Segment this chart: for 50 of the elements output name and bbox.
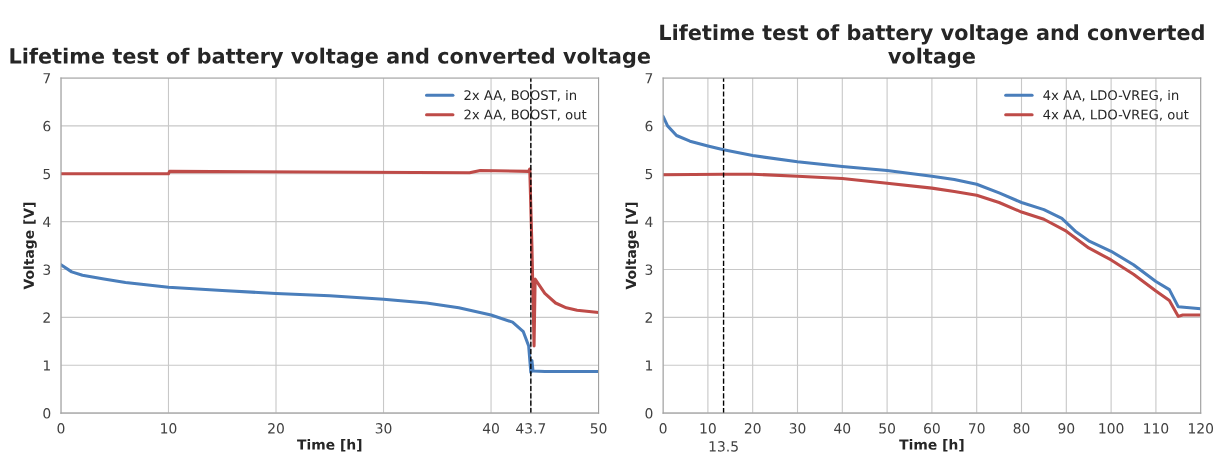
- y-tick-label: 4: [645, 216, 653, 227]
- x-tick-label: 120: [1188, 423, 1214, 434]
- legend-label: 2x AA, BOOST, in: [464, 89, 576, 102]
- x-tick-label: 60: [924, 423, 940, 434]
- line-series: [60, 167, 599, 348]
- x-axis-title: Time [h]: [899, 439, 964, 452]
- x-tick-label: 80: [1013, 423, 1030, 434]
- x-tick-label: 10: [161, 423, 177, 434]
- x-tick-label: 20: [744, 423, 761, 434]
- legend-label: 4x AA, LDO-VREG, out: [1043, 109, 1189, 121]
- x-tick-label: 50: [879, 423, 896, 434]
- y-tick-label: 0: [43, 408, 51, 419]
- y-tick-label: 3: [645, 264, 653, 275]
- x-tick-label: 30: [789, 423, 806, 434]
- ref-line-label: 13.5: [709, 441, 738, 452]
- x-tick-label: 90: [1058, 423, 1075, 434]
- y-tick-label: 3: [43, 264, 51, 275]
- x-tick-label: 110: [1144, 423, 1169, 434]
- x-tick-label: 10: [700, 423, 716, 434]
- chart-title: Lifetime test of battery voltage and converted voltage: [660, 24, 1204, 68]
- y-tick-label: 7: [645, 73, 653, 84]
- legend-label: 2x AA, BOOST, out: [464, 109, 587, 121]
- x-tick-label: 40: [482, 423, 499, 434]
- y-tick-label: 0: [645, 408, 653, 419]
- chart-title: Lifetime test of battery voltage and converted voltage: [10, 47, 650, 68]
- x-tick-label: 40: [834, 423, 851, 434]
- y-tick-label: 5: [43, 168, 51, 180]
- y-tick-label: 7: [43, 73, 51, 84]
- x-tick-label: 0: [57, 423, 65, 434]
- y-tick-label: 5: [645, 168, 653, 180]
- y-tick-label: 6: [43, 120, 51, 132]
- y-tick-label: 6: [645, 120, 653, 132]
- x-tick-label: 0: [659, 423, 667, 434]
- line-series: [60, 263, 599, 374]
- x-tick-label: 70: [969, 423, 985, 434]
- y-axis-title: Voltage [V]: [625, 202, 639, 290]
- y-tick-label: 2: [645, 312, 652, 323]
- y-tick-label: 4: [43, 216, 51, 227]
- legend-label: 4x AA, LDO-VREG, in: [1043, 89, 1179, 102]
- x-tick-label: 20: [268, 423, 284, 434]
- line-series: [663, 172, 1201, 318]
- x-tick-label: 30: [375, 423, 392, 434]
- y-tick-label: 1: [646, 360, 653, 371]
- x-tick-label: 43.7: [516, 423, 546, 434]
- x-axis-title: Time [h]: [297, 439, 362, 452]
- y-tick-label: 1: [43, 360, 50, 371]
- x-tick-label: 100: [1099, 423, 1124, 434]
- y-tick-label: 2: [43, 312, 50, 323]
- y-axis-title: Voltage [V]: [23, 202, 37, 290]
- x-tick-label: 50: [590, 423, 607, 434]
